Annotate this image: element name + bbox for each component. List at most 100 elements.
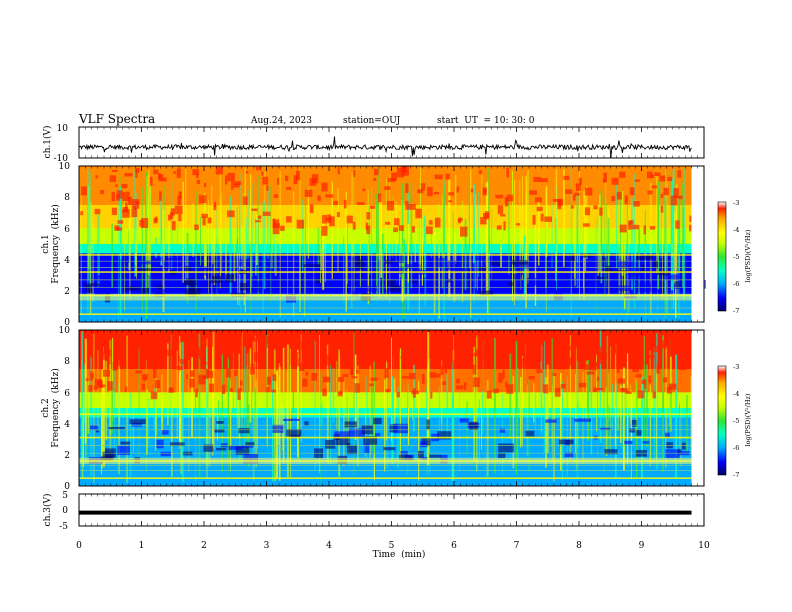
sferic-streak <box>161 373 163 424</box>
sferic-streak <box>250 372 253 430</box>
sferic-streak <box>389 174 391 303</box>
high-band-speckle <box>497 205 504 215</box>
mid-band-patch <box>375 433 381 437</box>
sferic-streak <box>423 215 426 278</box>
high-band-speckle <box>94 379 103 386</box>
high-band-speckle <box>632 369 635 373</box>
high-band-speckle <box>593 387 597 392</box>
mid-band-patch <box>286 429 302 437</box>
sferic-streak <box>427 332 430 465</box>
sferic-streak <box>136 212 138 279</box>
high-band-speckle <box>158 340 167 343</box>
sferic-streak <box>153 387 156 431</box>
sferic-streak <box>103 346 104 464</box>
sferic-streak <box>599 330 602 443</box>
mid-band-patch <box>602 257 606 261</box>
high-band-speckle <box>222 384 226 395</box>
sferic-streak <box>670 172 672 313</box>
ch2-cbar-tick-m5: -5 <box>733 417 739 425</box>
sferic-streak <box>273 349 276 482</box>
ch2-spectrogram-plot <box>79 330 704 486</box>
mid-band-patch <box>508 281 513 286</box>
high-band-speckle <box>258 215 262 219</box>
sferic-streak <box>468 178 470 269</box>
high-band-speckle <box>400 356 403 360</box>
sferic-streak <box>677 220 680 319</box>
mid-band-patch <box>163 260 170 269</box>
sferic-streak <box>299 168 301 292</box>
sferic-streak <box>247 189 249 259</box>
sferic-streak <box>297 349 299 457</box>
x-axis-tick-labels: 0 1 2 3 4 5 6 7 8 9 10 <box>76 541 710 551</box>
high-band-speckle <box>321 182 328 192</box>
sferic-streak <box>466 401 468 455</box>
high-band-speckle <box>504 197 509 207</box>
high-band-speckle <box>466 339 470 347</box>
ch1-spec-ytick-6: 6 <box>64 225 70 235</box>
high-band-speckle <box>599 207 603 216</box>
high-band-speckle <box>150 391 158 400</box>
high-band-speckle <box>225 175 228 185</box>
sferic-streak <box>257 175 259 301</box>
sferic-streak <box>522 355 523 447</box>
high-band-speckle <box>505 381 508 388</box>
sferic-streak <box>112 337 114 422</box>
sferic-streak <box>600 189 603 284</box>
high-band-speckle <box>114 225 120 231</box>
high-band-speckle <box>168 214 172 221</box>
mid-band-patch <box>437 431 452 440</box>
high-band-speckle <box>547 336 553 339</box>
high-band-speckle <box>343 199 347 209</box>
high-band-speckle <box>519 359 522 369</box>
high-band-speckle <box>663 377 668 383</box>
high-band-speckle <box>350 368 354 375</box>
high-band-speckle <box>442 381 446 386</box>
high-band-speckle <box>124 173 133 177</box>
mid-band-patch <box>153 289 165 297</box>
high-band-speckle <box>357 202 365 205</box>
sferic-streak <box>317 227 320 265</box>
sferic-streak <box>327 371 329 465</box>
ch3-ticks <box>78 494 705 526</box>
high-band-speckle <box>101 351 109 360</box>
sferic-streak <box>407 224 409 283</box>
high-band-speckle <box>251 208 258 211</box>
sferic-streak <box>650 386 652 462</box>
high-band-speckle <box>107 381 113 391</box>
sferic-streak <box>533 383 535 423</box>
sferic-streak <box>353 331 355 476</box>
mid-band-patch <box>373 417 382 425</box>
high-band-speckle <box>448 192 454 196</box>
high-band-speckle <box>300 341 307 351</box>
high-band-speckle <box>311 372 317 381</box>
ch2-cbar-tick-m3: -3 <box>733 363 739 371</box>
high-band-speckle <box>599 347 603 357</box>
sferic-streak <box>185 168 187 282</box>
high-band-speckle <box>189 370 195 377</box>
ch1-colorbar-gradient <box>718 202 726 311</box>
high-band-speckle <box>402 376 409 379</box>
mid-band-patch <box>346 443 351 447</box>
date-label: Aug.24, 2023 <box>250 116 312 126</box>
sferic-streak <box>180 342 182 445</box>
sferic-streak <box>240 173 242 314</box>
high-band-speckle <box>266 386 270 393</box>
sferic-streak <box>148 399 150 448</box>
high-band-speckle <box>272 374 277 381</box>
sferic-streak <box>482 341 484 428</box>
high-band-speckle <box>448 200 452 203</box>
sferic-streak <box>623 241 626 310</box>
high-band-speckle <box>226 333 231 336</box>
mid-band-patch <box>238 428 250 434</box>
high-band-speckle <box>386 200 394 211</box>
high-band-speckle <box>286 216 292 223</box>
high-band-speckle <box>209 383 215 393</box>
high-band-speckle <box>283 333 288 344</box>
sferic-streak <box>682 183 684 288</box>
mid-band-patch <box>197 267 213 271</box>
high-band-speckle <box>474 333 483 337</box>
high-band-speckle <box>394 218 400 226</box>
high-band-speckle <box>237 390 241 400</box>
sferic-streak <box>393 378 396 424</box>
sferic-streak <box>672 169 675 310</box>
